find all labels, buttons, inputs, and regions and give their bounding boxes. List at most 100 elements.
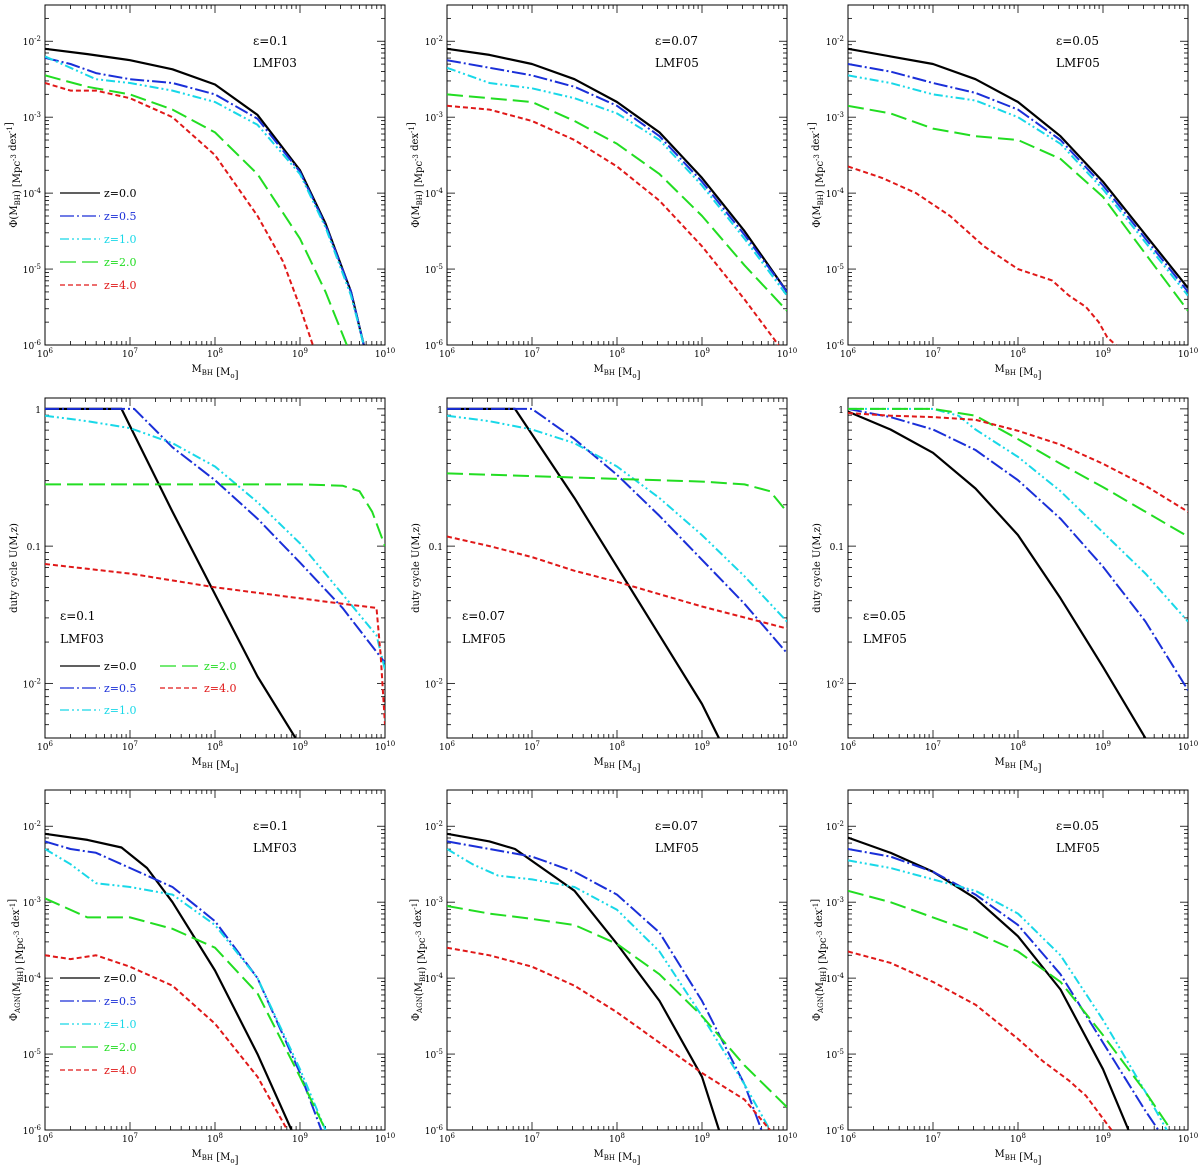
x-axis-label: MBH [Mo]	[192, 1149, 239, 1166]
series-line-z0	[447, 47, 787, 293]
x-tick-label: 108	[207, 347, 223, 360]
y-axis-label: ΦAGN(MBH) [Mpc-3 dex-1]	[7, 899, 26, 1021]
panel-agn-eps01: 106 107 108 109 1010 10-6 10-5 10-4 10-3 10-2 MBH …	[7, 789, 395, 1166]
series-line-z4	[848, 412, 1188, 513]
x-tick-label: 1010	[375, 347, 395, 360]
x-tick-label: 109	[1095, 347, 1111, 360]
series-line-z05	[447, 59, 787, 293]
x-tick-label: 107	[925, 1132, 941, 1145]
y-axis-label: duty cycle U(M,z)	[9, 523, 20, 613]
x-tick-label: 107	[524, 740, 540, 753]
series-line-z1	[848, 859, 1168, 1130]
legend-label-z05: z=0.5	[104, 682, 137, 695]
series-line-z1	[447, 848, 771, 1130]
series-line-z05	[45, 56, 365, 345]
plot-frame	[847, 397, 1189, 739]
y-tick-label: 10-4	[425, 972, 444, 985]
annotation-efficiency: ε=0.05	[1056, 819, 1099, 833]
y-tick-label: 10-6	[826, 339, 845, 352]
legend-label-z0: z=0.0	[104, 187, 137, 200]
y-tick-label: 10-2	[23, 677, 41, 690]
series-line-z2	[447, 93, 787, 312]
series-line-z4	[45, 563, 385, 725]
y-tick-label: 10-6	[23, 1124, 42, 1137]
panel-duty-eps01: 106 107 108 109 1010 10-2 0.1 1 MBH [Mo] duty cyc…	[9, 397, 395, 774]
x-tick-label: 108	[609, 1132, 625, 1145]
y-tick-label: 10-2	[23, 820, 41, 833]
series-line-z1	[45, 414, 385, 670]
x-tick-label: 109	[694, 740, 710, 753]
legend-label-z4: z=4.0	[204, 682, 237, 695]
series-line-z0	[447, 832, 721, 1130]
series-line-z0	[45, 832, 293, 1130]
y-axis-label: ΦAGN(MBH) [Mpc-3 dex-1]	[810, 899, 829, 1021]
series-line-z05	[848, 848, 1160, 1130]
series-line-z05	[45, 407, 385, 664]
legend-label-z05: z=0.5	[104, 210, 137, 223]
legend-label-z2: z=2.0	[204, 660, 237, 673]
annotation-efficiency: ε=0.07	[462, 609, 505, 623]
y-axis-label: duty cycle U(M,z)	[411, 523, 422, 613]
y-tick-label: 10-5	[425, 1048, 443, 1061]
annotation-efficiency: ε=0.05	[863, 609, 906, 623]
y-tick-label: 10-3	[425, 896, 443, 909]
annotation-model: LMF03	[60, 632, 104, 646]
series-line-z1	[45, 55, 365, 345]
y-tick-label: 0.1	[830, 543, 844, 553]
plot-frame	[847, 4, 1189, 346]
y-tick-label: 10-3	[23, 111, 41, 124]
series-line-z1	[447, 414, 787, 623]
y-tick-label: 10-2	[826, 677, 844, 690]
y-tick-label: 10-3	[23, 896, 41, 909]
annotation-efficiency: ε=0.1	[253, 819, 288, 833]
y-tick-label: 1	[838, 406, 844, 416]
series-line-z4	[447, 946, 771, 1130]
x-tick-label: 106	[37, 740, 53, 753]
x-tick-label: 108	[1010, 1132, 1026, 1145]
plot-frame	[446, 789, 788, 1131]
legend-label-z2: z=2.0	[104, 256, 137, 269]
y-tick-label: 10-2	[425, 820, 443, 833]
legend-label-z4: z=4.0	[104, 279, 137, 292]
x-tick-label: 108	[207, 1132, 223, 1145]
annotation-efficiency: ε=0.07	[655, 819, 698, 833]
x-tick-label: 1010	[1178, 740, 1198, 753]
y-tick-label: 10-5	[23, 1048, 41, 1061]
series-line-z4	[447, 535, 787, 630]
x-tick-label: 107	[524, 347, 540, 360]
x-axis-label: MBH [Mo]	[192, 364, 239, 381]
x-tick-label: 106	[439, 347, 455, 360]
x-tick-label: 1010	[777, 740, 797, 753]
series-line-z2	[45, 897, 327, 1130]
x-tick-label: 106	[840, 740, 856, 753]
legend-label-z1: z=1.0	[104, 704, 137, 717]
legend-label-z05: z=0.5	[104, 995, 137, 1008]
x-tick-label: 108	[207, 740, 223, 753]
x-tick-label: 108	[609, 740, 625, 753]
series-line-z0	[45, 47, 365, 345]
x-tick-label: 106	[439, 1132, 455, 1145]
panel-agn-eps007: 106 107 108 109 1010 10-6 10-5 10-4 10-3 10-2 MBH …	[409, 789, 797, 1166]
annotation-model: LMF05	[462, 632, 506, 646]
x-tick-label: 107	[122, 347, 138, 360]
x-tick-label: 109	[1095, 740, 1111, 753]
annotation-efficiency: ε=0.07	[655, 34, 698, 48]
y-axis-label: Φ(MBH) [Mpc-3 dex-1]	[4, 122, 23, 228]
y-tick-label: 1	[437, 406, 443, 416]
panel-massfunc-eps01: 106 107 108 109 1010 10-6 10-5 10-4 10-3 10-2 MBH …	[4, 4, 395, 381]
x-tick-label: 109	[694, 1132, 710, 1145]
series-line-z4	[45, 82, 314, 345]
y-tick-label: 10-5	[826, 263, 844, 276]
series-line-z0	[848, 47, 1188, 289]
legend: z=0.0 z=0.5 z=1.0 z=2.0 z=4.0	[60, 972, 137, 1077]
series-line-z0	[848, 836, 1130, 1130]
y-axis-label: Φ(MBH) [Mpc-3 dex-1]	[807, 122, 826, 228]
x-axis-label: MBH [Mo]	[594, 364, 641, 381]
series-line-z0	[45, 407, 297, 738]
x-tick-label: 108	[1010, 347, 1026, 360]
series-line-z4	[848, 165, 1117, 345]
series-line-z4	[447, 104, 780, 345]
y-tick-label: 10-6	[425, 1124, 444, 1137]
y-tick-label: 10-4	[23, 972, 42, 985]
y-tick-label: 10-3	[826, 111, 844, 124]
